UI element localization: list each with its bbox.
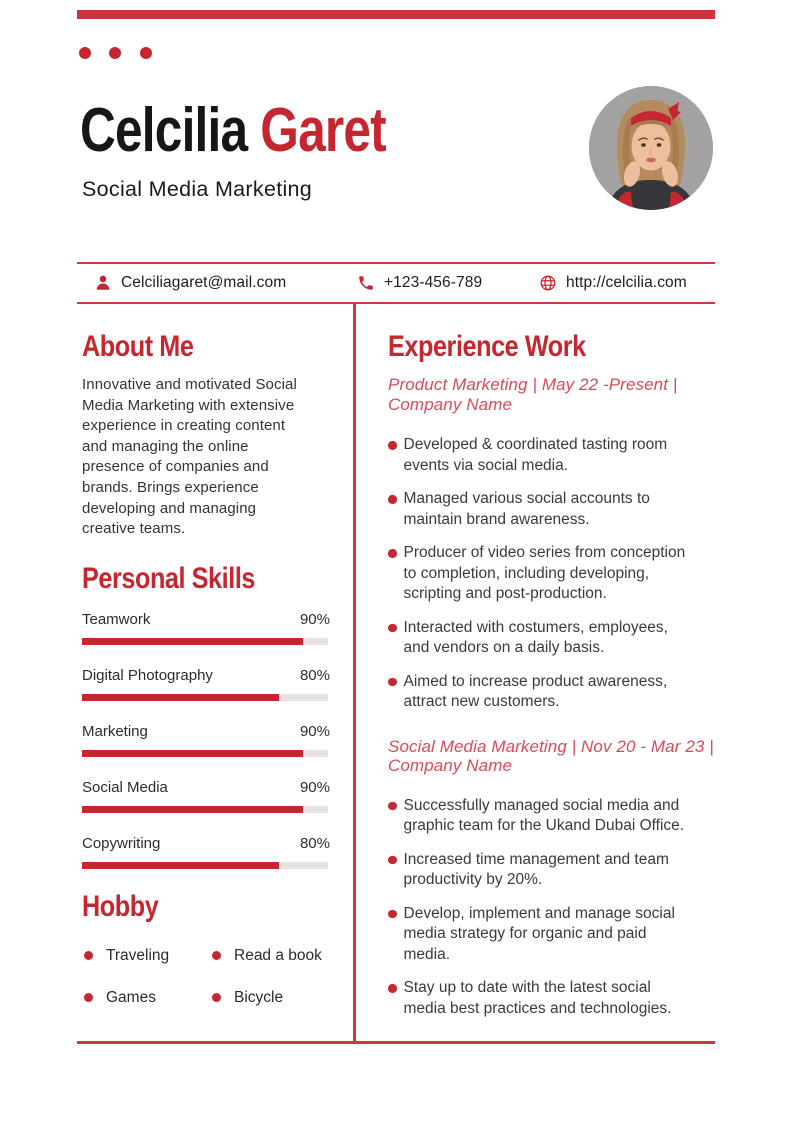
- hobby-item: Traveling: [82, 946, 210, 966]
- job-bullet: Develop, implement and manage social med…: [388, 904, 733, 966]
- email-value: Celciliagaret@mail.com: [121, 274, 287, 291]
- skill-percent: 90%: [299, 778, 330, 796]
- job-title: Social Media Marketing | Nov 20 - Mar 23…: [388, 736, 714, 776]
- top-accent-bar: [77, 10, 715, 19]
- person-name: Celcilia Garet: [80, 100, 387, 162]
- bullet-dot-icon: [388, 984, 397, 993]
- decor-dot-icon: [79, 47, 91, 59]
- person-icon: [96, 275, 110, 290]
- bullet-dot-icon: [388, 677, 397, 686]
- profile-photo: [589, 86, 713, 210]
- job-bullet: Increased time management and team produ…: [388, 850, 733, 891]
- bullet-dot-icon: [212, 993, 221, 1003]
- bullet-dot-icon: [388, 495, 397, 504]
- phone-value: +123-456-789: [384, 274, 483, 291]
- job-bullet-list: Successfully managed social media and gr…: [388, 796, 733, 1020]
- bullet-dot-icon: [388, 549, 397, 558]
- skill-label: Digital Photography: [82, 666, 213, 684]
- skill-bar-track: [82, 861, 328, 869]
- hobby-item: Read a book: [210, 946, 330, 966]
- globe-icon: [540, 275, 556, 291]
- bullet-dot-icon: [212, 951, 221, 961]
- skill-bar-track: [82, 805, 328, 813]
- left-column: About Me Innovative and motivated Social…: [82, 330, 330, 1008]
- skill-percent: 90%: [299, 610, 330, 628]
- right-column: Experience Work Product Marketing | May …: [388, 330, 733, 1032]
- decor-dot-icon: [140, 47, 152, 59]
- skill-bar-fill: [82, 637, 304, 645]
- skill-percent: 80%: [299, 666, 330, 684]
- hobby-item: Bicycle: [210, 988, 330, 1008]
- job-title: Product Marketing | May 22 -Present | Co…: [388, 375, 678, 414]
- skill-item: Teamwork 90%: [82, 610, 330, 645]
- hobby-item: Games: [82, 988, 210, 1008]
- skill-item: Marketing 90%: [82, 722, 330, 757]
- about-text: Innovative and motivated Social Media Ma…: [82, 376, 297, 538]
- bullet-dot-icon: [388, 801, 397, 810]
- about-heading: About Me: [82, 330, 194, 363]
- skill-item: Digital Photography 80%: [82, 666, 330, 701]
- job-bullet: Aimed to increase product awareness, att…: [388, 672, 733, 713]
- skill-bar-fill: [82, 805, 304, 813]
- first-name: Celcilia: [80, 96, 248, 165]
- bullet-dot-icon: [388, 441, 397, 450]
- experience-heading: Experience Work: [388, 330, 586, 363]
- bullet-dot-icon: [388, 909, 397, 918]
- contact-website: http://celcilia.com: [539, 264, 687, 302]
- skills-heading: Personal Skills: [82, 561, 256, 595]
- job-bullet: Producer of video series from conception…: [388, 543, 733, 605]
- skill-bar-track: [82, 749, 328, 757]
- bottom-accent-rule: [77, 1041, 715, 1044]
- last-name: Garet: [260, 96, 386, 165]
- column-divider: [353, 302, 356, 1041]
- skill-bar-track: [82, 637, 328, 645]
- skill-bar-fill: [82, 693, 279, 701]
- phone-icon: [359, 276, 373, 290]
- website-value: http://celcilia.com: [566, 274, 687, 291]
- job-bullet: Interacted with costumers, employees, an…: [388, 618, 733, 659]
- job-bullet: Managed various social accounts to maint…: [388, 489, 733, 530]
- bullet-dot-icon: [84, 951, 93, 961]
- bullet-dot-icon: [84, 993, 93, 1003]
- skill-bar-fill: [82, 749, 304, 757]
- skill-item: Copywriting 80%: [82, 834, 330, 869]
- job-role-subtitle: Social Media Marketing: [82, 177, 313, 201]
- hobby-list: Traveling Read a book Games Bicycle: [82, 946, 330, 1008]
- woman-portrait-illustration: [589, 86, 713, 210]
- skill-item: Social Media 90%: [82, 778, 330, 813]
- bullet-dot-icon: [388, 855, 397, 864]
- contact-email: Celciliagaret@mail.com: [94, 264, 286, 302]
- bullet-dot-icon: [388, 623, 397, 632]
- skill-percent: 90%: [299, 722, 330, 740]
- hobby-heading: Hobby: [82, 889, 159, 923]
- skill-label: Marketing: [82, 722, 148, 740]
- skills-list: Teamwork 90% Digital Photography 80% Mar…: [82, 610, 330, 869]
- skill-percent: 80%: [299, 834, 330, 852]
- decor-dot-icon: [109, 47, 121, 59]
- job-bullet-list: Developed & coordinated tasting room eve…: [388, 435, 733, 713]
- job-bullet: Successfully managed social media and gr…: [388, 796, 733, 837]
- contact-bar: Celciliagaret@mail.com +123-456-789 http…: [77, 262, 715, 304]
- skill-label: Teamwork: [82, 610, 151, 628]
- job-bullet: Stay up to date with the latest social m…: [388, 978, 733, 1019]
- skill-label: Social Media: [82, 778, 168, 796]
- skill-bar-fill: [82, 861, 279, 869]
- skill-label: Copywriting: [82, 834, 161, 852]
- contact-phone: +123-456-789: [357, 264, 482, 302]
- skill-bar-track: [82, 693, 328, 701]
- job-bullet: Developed & coordinated tasting room eve…: [388, 435, 733, 476]
